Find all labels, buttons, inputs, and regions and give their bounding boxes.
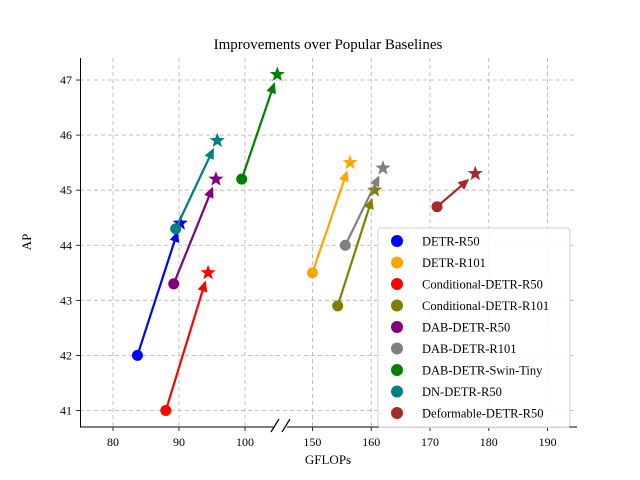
arrow-line xyxy=(174,155,212,230)
improved-point-star xyxy=(172,215,188,230)
legend-marker xyxy=(391,235,403,247)
baseline-point xyxy=(160,404,172,416)
legend-label: Deformable-DETR-R50 xyxy=(422,407,544,421)
arrow-head xyxy=(266,82,276,95)
legend-item: DAB-DETR-Swin-Tiny xyxy=(391,364,543,378)
legend-label: DAB-DETR-R101 xyxy=(422,342,516,356)
series-dab-detr-r50 xyxy=(168,171,224,290)
legend-item: DAB-DETR-R101 xyxy=(391,342,516,356)
y-tick-label: 47 xyxy=(60,73,72,87)
y-tick-label: 42 xyxy=(60,348,72,362)
x-tick-label: 150 xyxy=(303,435,321,449)
legend-label: DETR-R101 xyxy=(422,256,486,270)
series-detr-r50 xyxy=(131,215,188,361)
improved-point-star xyxy=(342,154,358,170)
arrow-head xyxy=(364,197,374,210)
improved-point-star xyxy=(269,66,285,81)
legend-item: DAB-DETR-R50 xyxy=(391,321,510,335)
arrow-head xyxy=(204,186,214,199)
arrow-head xyxy=(370,175,380,188)
series-detr-r101 xyxy=(306,154,358,279)
legend-label: Conditional-DETR-R50 xyxy=(422,278,543,292)
legend-label: DETR-R50 xyxy=(422,235,480,249)
improved-point-star xyxy=(367,182,383,197)
legend-item: Conditional-DETR-R50 xyxy=(391,278,543,292)
legend-marker xyxy=(391,256,403,269)
chart-title: Improvements over Popular Baselines xyxy=(214,37,443,53)
legend-item: DETR-R50 xyxy=(391,235,480,249)
legend-marker xyxy=(391,321,403,333)
axis-break-marker xyxy=(270,418,291,436)
arrow-line xyxy=(436,183,464,208)
x-tick-label: 90 xyxy=(173,435,185,449)
improved-point-star xyxy=(375,160,391,175)
arrow-head xyxy=(339,170,349,183)
improved-point-star xyxy=(209,132,225,148)
y-tick-label: 44 xyxy=(60,238,72,252)
arrow-line xyxy=(172,194,211,285)
x-tick-label: 190 xyxy=(539,435,557,449)
improved-point-star xyxy=(200,264,216,280)
series-conditional-detr-r50 xyxy=(160,264,216,416)
x-tick-label: 170 xyxy=(421,435,439,449)
x-tick-label: 100 xyxy=(236,435,254,449)
y-axis-label: AP xyxy=(19,234,34,251)
y-tick-label: 43 xyxy=(60,293,72,307)
legend-marker xyxy=(391,278,403,290)
baseline-point xyxy=(431,201,443,213)
baseline-point xyxy=(236,173,248,185)
legend-marker xyxy=(391,342,403,355)
arrow-line xyxy=(344,182,377,246)
legend-label: DAB-DETR-R50 xyxy=(422,321,510,335)
data-marks xyxy=(131,66,483,416)
baseline-point xyxy=(168,278,180,290)
x-tick-label: 80 xyxy=(107,435,119,449)
baseline-point xyxy=(339,239,351,251)
arrow-head xyxy=(197,280,208,293)
improved-point-star xyxy=(208,171,224,186)
arrow-head xyxy=(457,178,470,190)
series-dn-detr-r50 xyxy=(170,132,225,235)
legend-marker xyxy=(391,299,403,312)
x-axis-label: GFLOPs xyxy=(305,452,351,467)
baseline-point xyxy=(170,223,182,235)
legend-label: Conditional-DETR-R101 xyxy=(422,299,549,313)
legend: DETR-R50 DETR-R101 Conditional-DETR-R50 Con… xyxy=(377,227,571,428)
baseline-point xyxy=(306,267,318,279)
series-dab-detr-r101 xyxy=(339,160,391,251)
y-tick-label: 46 xyxy=(60,128,72,142)
arrow-line xyxy=(136,239,177,356)
baseline-point xyxy=(131,349,143,361)
legend-box xyxy=(377,227,571,428)
legend-item: Deformable-DETR-R50 xyxy=(391,407,544,421)
legend-marker xyxy=(391,407,403,419)
series-dab-detr-swin-tiny xyxy=(236,66,285,185)
legend-marker xyxy=(391,385,403,398)
arrow-line xyxy=(311,178,346,274)
arrow-head xyxy=(204,147,214,160)
arrow-line xyxy=(240,90,273,180)
series-deformable-detr-r50 xyxy=(431,165,483,213)
legend-label: DN-DETR-R50 xyxy=(422,385,502,399)
y-ticks: 41 42 43 44 45 46 47 xyxy=(60,73,80,417)
legend-marker xyxy=(391,364,403,376)
improved-point-star xyxy=(467,165,483,181)
legend-item: DETR-R101 xyxy=(391,256,486,270)
legend-item: Conditional-DETR-R101 xyxy=(391,299,549,313)
legend-item: DN-DETR-R50 xyxy=(391,385,502,399)
y-tick-label: 45 xyxy=(60,183,72,197)
series-conditional-detr-r101 xyxy=(332,182,383,312)
x-ticks: 80 90 100 150 160 170 180 190 xyxy=(107,427,557,449)
legend-label: DAB-DETR-Swin-Tiny xyxy=(422,364,543,378)
y-tick-label: 41 xyxy=(60,403,72,417)
baseline-point xyxy=(332,300,344,312)
x-tick-label: 180 xyxy=(480,435,498,449)
x-tick-label: 160 xyxy=(362,435,380,449)
arrow-line xyxy=(336,206,371,307)
arrow-line xyxy=(164,288,205,411)
